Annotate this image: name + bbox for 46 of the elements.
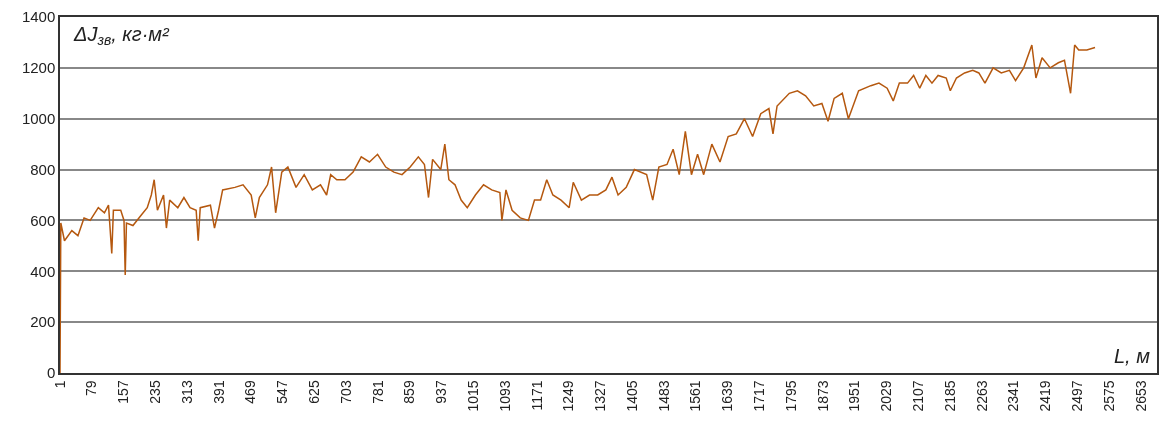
x-tick-label: 2419 [1037,380,1054,412]
y-axis-title: ΔJ$_{зв}$, кг·м² [73,23,171,49]
y-tick-label: 800 [30,160,56,178]
x-tick-label: 79 [83,380,100,396]
line-series [60,44,1096,373]
y-tick-label: 1400 [21,8,56,26]
x-tick-label: 469 [242,380,259,404]
x-axis-title: L, м [1114,345,1151,367]
x-tick-label: 547 [274,380,291,404]
x-tick-label: 2575 [1100,380,1117,412]
x-tick-label: 1951 [846,380,863,412]
x-tick-label: 2653 [1132,380,1149,412]
x-tick-label: 2497 [1069,380,1086,412]
x-tick-label: 1405 [623,380,640,412]
x-tick-label: 937 [433,380,450,404]
x-tick-label: 1093 [496,380,513,412]
x-tick-label: 157 [115,380,132,404]
x-tick-label: 625 [305,380,322,404]
x-tick-label: 1015 [464,380,481,412]
x-tick-label: 1 [51,380,68,389]
x-tick-label: 2341 [1005,380,1022,412]
y-tick-label: 600 [30,211,56,229]
x-tick-label: 313 [178,380,195,404]
x-tick-label: 1639 [719,380,736,412]
x-tick-label: 391 [210,380,227,404]
y-tick-label: 1000 [21,109,56,127]
x-tick-label: 2107 [910,380,927,412]
y-tick-label: 0 [46,364,56,382]
x-tick-label: 1717 [751,380,768,412]
x-tick-label: 1795 [782,380,799,412]
x-tick-label: 703 [337,380,354,404]
x-tick-label: 1327 [592,380,609,412]
x-tick-label: 1249 [560,380,577,412]
x-tick-label: 859 [401,380,418,404]
x-tick-label: 781 [369,380,386,404]
x-tick-label: 235 [146,380,163,404]
x-tick-label: 1171 [528,380,545,411]
x-tick-label: 2263 [973,380,990,412]
y-tick-label: 1200 [21,59,56,77]
x-tick-label: 1561 [687,380,704,412]
x-tick-label: 1483 [655,380,672,412]
x-tick-label: 2029 [878,380,895,412]
x-tick-label: 2185 [941,380,958,412]
y-tick-label: 200 [30,313,56,331]
y-tick-label: 400 [30,262,56,280]
x-tick-label: 1873 [814,380,831,412]
